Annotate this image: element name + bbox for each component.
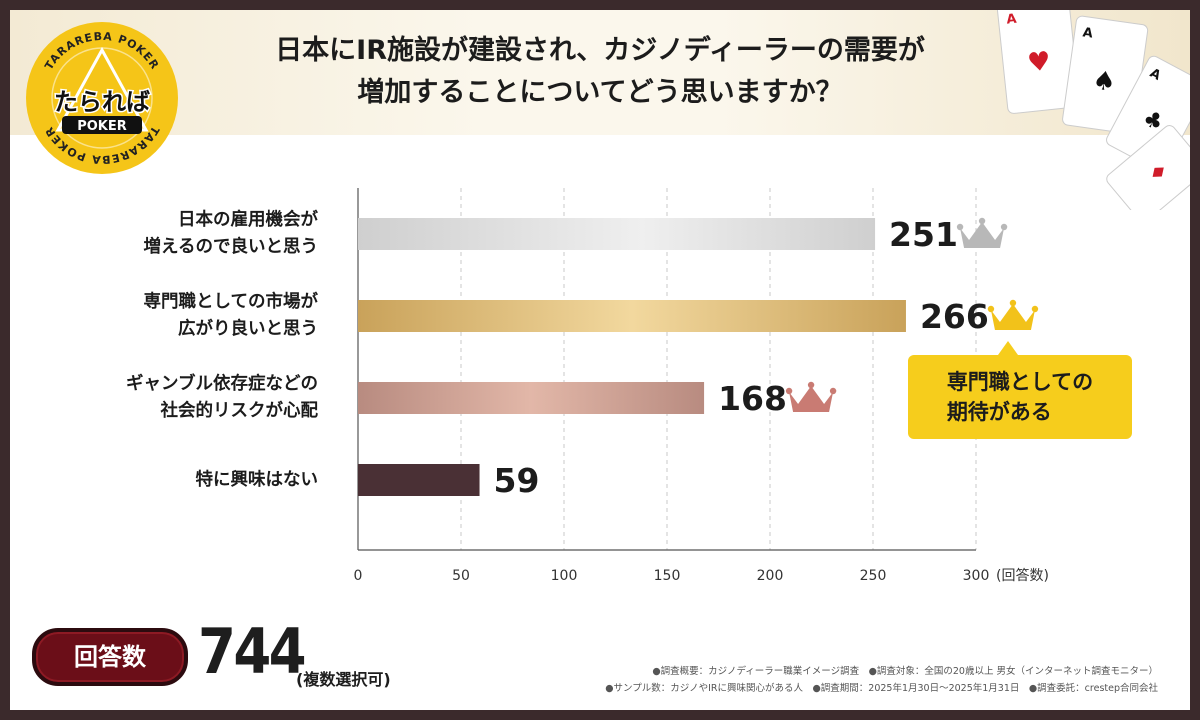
- bar: [358, 218, 876, 250]
- crown-jewel: [987, 305, 995, 313]
- x-tick-label: 150: [654, 568, 681, 584]
- svg-text:A: A: [1006, 12, 1018, 28]
- crown-jewel: [1031, 305, 1039, 313]
- crown-jewel: [978, 217, 986, 225]
- responses-count: 744: [198, 615, 307, 688]
- category-label: 日本の雇用機会が 増えるので良いと思う: [143, 210, 318, 257]
- crown-jewel: [785, 387, 793, 395]
- x-axis-label: (回答数): [996, 567, 1049, 584]
- bar: [358, 300, 906, 332]
- svg-text:♠: ♠: [1091, 65, 1118, 98]
- header-band: [10, 10, 1190, 135]
- bar-value-label: 251: [889, 215, 958, 254]
- crown-jewel: [1009, 299, 1017, 307]
- svg-text:♥: ♥: [1026, 46, 1052, 78]
- category-label: 特に興味はない: [195, 469, 319, 490]
- playing-cards-illustration: A ♥ A ♠ A ♣ ♦: [996, 10, 1190, 210]
- category-label: ギャンブル依存症などの 社会的リスクが心配: [126, 374, 318, 421]
- crown-jewel: [956, 223, 964, 231]
- crown-jewel: [1000, 223, 1008, 231]
- x-tick-label: 100: [551, 568, 578, 584]
- svg-text:POKER: POKER: [77, 119, 127, 134]
- bar-value-label: 168: [718, 379, 787, 418]
- bar-value-label: 266: [920, 297, 989, 336]
- callout-text: 専門職としての 期待がある: [946, 370, 1094, 424]
- highlight-callout: 専門職としての 期待がある: [908, 341, 1132, 439]
- title-line-1: 日本にIR施設が建設され、カジノディーラーの需要が: [275, 35, 925, 66]
- crown-icon: [789, 386, 834, 412]
- title-line-2: 増加することについてどう思いますか？: [357, 77, 843, 108]
- x-tick-label: 200: [757, 568, 784, 584]
- crown-icon: [990, 304, 1035, 330]
- responses-badge: 回答数: [32, 628, 188, 686]
- x-tick-label: 50: [452, 568, 470, 584]
- bar-value-label: 59: [494, 461, 540, 500]
- svg-text:A: A: [1082, 25, 1094, 41]
- footnote-line-1: ●調査概要：カジノディーラー職業イメージ調査 ●調査対象：全国の20歳以上 男女…: [652, 666, 1158, 677]
- tarareba-poker-logo: TARAREBA POKER TARAREBA POKER たられば POKER: [26, 22, 178, 174]
- category-label: 専門職としての市場が 広がり良いと思う: [143, 292, 318, 339]
- page-title: 日本にIR施設が建設され、カジノディーラーの需要が 増加することについてどう思い…: [190, 30, 1010, 114]
- infographic-frame: TARAREBA POKER TARAREBA POKER たられば POKER…: [10, 10, 1190, 710]
- x-tick-label: 250: [860, 568, 887, 584]
- bar-chart: 0 50 100 150 200 250 300 (回答数) 251 266 168 59: [354, 188, 1049, 584]
- crown-icon: [960, 222, 1005, 248]
- bar: [358, 464, 480, 496]
- crown-jewel: [829, 387, 837, 395]
- x-tick-label: 300: [963, 568, 990, 584]
- responses-note: (複数選択可): [296, 670, 391, 689]
- svg-text:たられば: たられば: [54, 88, 150, 116]
- crown-jewel: [807, 381, 815, 389]
- x-tick-label: 0: [354, 568, 363, 584]
- footnote-line-2: ●サンプル数：カジノやIRに興味関心がある人 ●調査期間：2025年1月30日～…: [605, 683, 1158, 694]
- bar: [358, 382, 705, 414]
